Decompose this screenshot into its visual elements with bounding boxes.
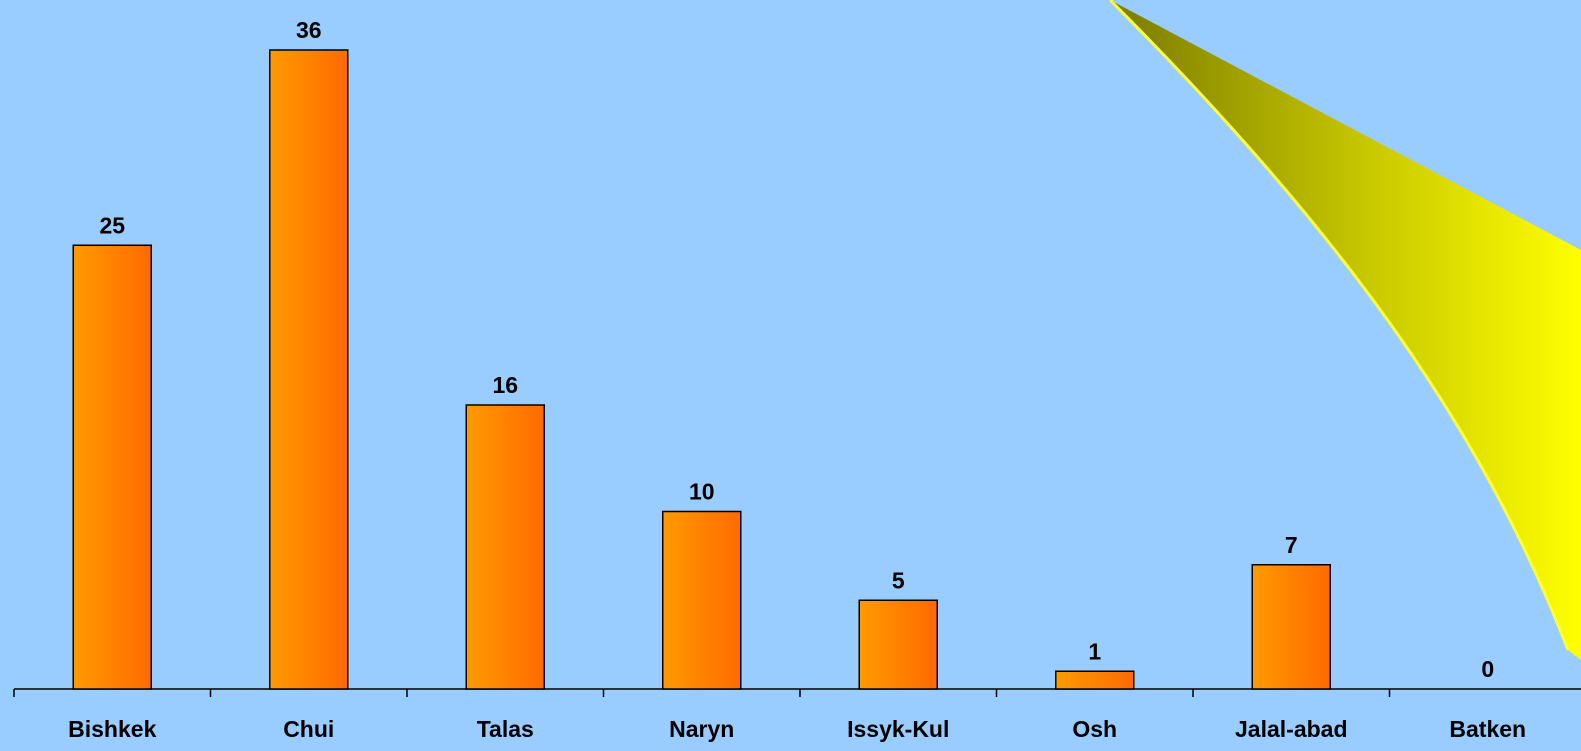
value-label: 16 <box>492 372 518 398</box>
value-label: 25 <box>99 212 125 238</box>
value-label: 1 <box>1088 638 1101 664</box>
bar <box>663 512 741 690</box>
x-tick-label: Naryn <box>669 716 734 742</box>
value-label: 10 <box>689 479 715 505</box>
x-tick-label: Osh <box>1072 716 1117 742</box>
x-tick-label: Issyk-Kul <box>847 716 949 742</box>
background <box>0 0 1581 751</box>
value-label: 5 <box>892 567 905 593</box>
value-label: 36 <box>296 17 322 43</box>
x-tick-label: Jalal-abad <box>1235 716 1348 742</box>
value-label: 0 <box>1481 656 1494 682</box>
page: 25Bishkek36Chui16Talas10Naryn5Issyk-Kul1… <box>0 0 1581 751</box>
bar <box>1252 565 1330 689</box>
x-tick-label: Batken <box>1449 716 1526 742</box>
value-label: 7 <box>1285 532 1298 558</box>
x-tick-label: Bishkek <box>68 716 156 742</box>
x-tick-label: Chui <box>283 716 334 742</box>
bar <box>859 600 937 689</box>
bar <box>73 245 151 689</box>
x-tick-label: Talas <box>477 716 534 742</box>
bar <box>270 50 348 689</box>
bar <box>1056 671 1134 689</box>
bar <box>466 405 544 689</box>
chart: 25Bishkek36Chui16Talas10Naryn5Issyk-Kul1… <box>0 0 1581 751</box>
